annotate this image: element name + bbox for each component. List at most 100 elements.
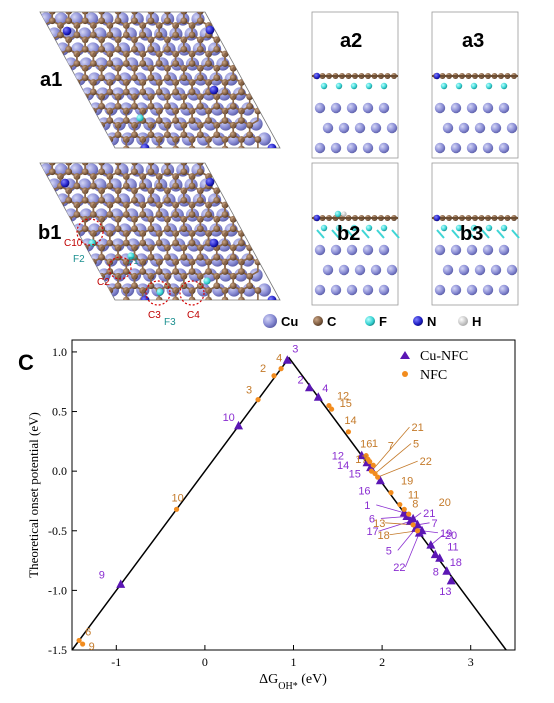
c-atom bbox=[246, 150, 253, 157]
f-bond bbox=[466, 229, 475, 239]
c-atom bbox=[221, 22, 229, 29]
c-atom bbox=[246, 225, 254, 233]
c-atom bbox=[229, 74, 237, 82]
c-atom bbox=[131, 196, 138, 204]
c-atom bbox=[90, 154, 97, 161]
c-atom bbox=[57, 287, 64, 294]
f-atom bbox=[136, 114, 144, 122]
carbon-ring bbox=[19, 121, 35, 140]
c-atom bbox=[89, 136, 97, 143]
c-atom bbox=[139, 3, 146, 10]
c-atom bbox=[205, 60, 212, 67]
f-bond bbox=[496, 229, 505, 239]
f-atom-side bbox=[335, 224, 343, 232]
nfc-point bbox=[76, 637, 82, 644]
carbon-ring bbox=[43, 199, 62, 221]
cu-atom-side bbox=[330, 142, 342, 154]
nfc-point bbox=[328, 406, 335, 412]
c-atom bbox=[81, 272, 89, 280]
cu-atom-side bbox=[506, 264, 518, 276]
carbon-ring bbox=[51, 270, 70, 292]
c-atom bbox=[81, 225, 89, 233]
c-atom bbox=[139, 239, 147, 247]
c-atom bbox=[213, 12, 221, 15]
c-atom bbox=[65, 272, 73, 280]
c-atom bbox=[205, 268, 212, 275]
f-bond bbox=[361, 229, 370, 239]
cu-atom-side bbox=[498, 284, 510, 296]
cu-atom-side bbox=[314, 102, 326, 114]
carbon-ring bbox=[215, 163, 235, 178]
panel-a3-box bbox=[431, 11, 519, 159]
cu-nfc-point bbox=[408, 513, 418, 523]
nfc-point bbox=[370, 462, 376, 468]
cu-atom-side bbox=[378, 102, 390, 114]
f-atom-side bbox=[335, 82, 343, 90]
c-atom bbox=[205, 145, 212, 148]
c-atom bbox=[205, 154, 212, 161]
c-atom bbox=[123, 154, 130, 161]
f-bond bbox=[391, 229, 400, 239]
cu-atom-side bbox=[322, 122, 334, 134]
c-atom bbox=[131, 168, 138, 176]
carbon-ring bbox=[40, 91, 54, 112]
c-atom bbox=[81, 45, 89, 53]
c-atom bbox=[188, 145, 196, 148]
c-atom bbox=[246, 168, 254, 176]
c-atom bbox=[155, 296, 163, 300]
label-arrow bbox=[374, 443, 412, 474]
c-atom bbox=[106, 31, 114, 39]
label-arrow bbox=[430, 534, 444, 546]
f-atom-side bbox=[380, 224, 388, 232]
carbon-ring bbox=[207, 163, 226, 164]
cu-nfc-point-label: 13 bbox=[439, 586, 451, 598]
c-atom bbox=[131, 12, 138, 15]
cu-atom-side bbox=[450, 142, 462, 154]
cu-nfc-point-label: 10 bbox=[223, 412, 235, 424]
x-axis-label: ΔGOH* (eV) bbox=[259, 672, 327, 692]
c-atom bbox=[90, 145, 97, 152]
c-atom bbox=[98, 140, 105, 147]
cu-nfc-point bbox=[313, 392, 323, 401]
c-atom bbox=[246, 301, 253, 308]
c-atom bbox=[221, 268, 229, 275]
carbon-ring bbox=[43, 163, 62, 164]
f-bond bbox=[481, 229, 490, 239]
c-atom bbox=[114, 282, 122, 290]
c-atom bbox=[122, 239, 130, 247]
cu-atom bbox=[257, 132, 271, 146]
carbon-ring bbox=[43, 256, 62, 278]
nfc-point-label: 21 bbox=[411, 422, 423, 434]
f-atom-side bbox=[320, 224, 328, 232]
c-atom bbox=[48, 102, 56, 110]
c-atom bbox=[229, 36, 237, 44]
carbon-ring bbox=[19, 158, 35, 177]
c-atom bbox=[246, 253, 254, 261]
site-circle-c3 bbox=[145, 280, 171, 306]
carbon-ring bbox=[76, 12, 95, 13]
c-atom bbox=[164, 131, 171, 139]
f-bond bbox=[316, 229, 325, 239]
c-atom bbox=[57, 60, 64, 67]
carbon-ring bbox=[43, 133, 62, 148]
f-atom bbox=[203, 277, 211, 285]
c-atom bbox=[213, 102, 221, 110]
c-atom bbox=[32, 301, 39, 308]
c-atom bbox=[188, 31, 196, 39]
c-atom bbox=[73, 211, 81, 218]
site-label-f2: F2 bbox=[73, 254, 85, 265]
c-atom bbox=[40, 50, 48, 58]
c-atom bbox=[180, 131, 188, 139]
carbon-ring bbox=[217, 149, 233, 168]
cu-nfc-point bbox=[435, 553, 445, 562]
c-atom bbox=[24, 146, 31, 153]
c-atom bbox=[106, 88, 114, 96]
c-atom bbox=[164, 225, 171, 233]
c-atom bbox=[40, 31, 48, 39]
nfc-point-label: 19 bbox=[401, 476, 413, 488]
c-atom bbox=[65, 225, 73, 233]
panel-a2-box bbox=[311, 11, 399, 159]
c-atom bbox=[65, 121, 73, 129]
nfc-point bbox=[255, 397, 261, 403]
